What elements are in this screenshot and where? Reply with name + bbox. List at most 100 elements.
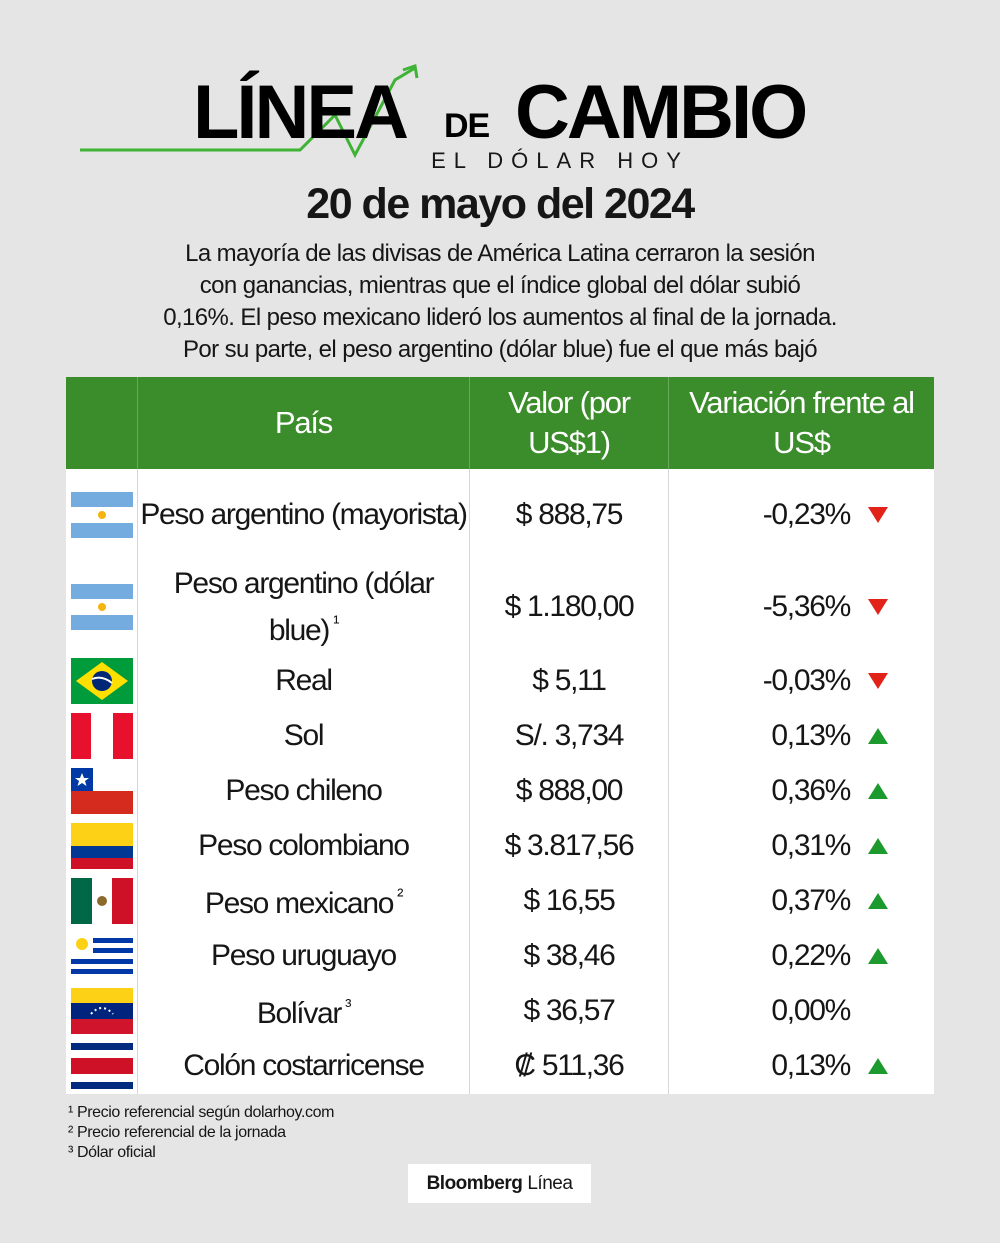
country-cell: Colón costarricense <box>137 1038 469 1094</box>
trend-arrow-up <box>868 727 888 744</box>
table-body: Peso argentino (mayorista) $ 888,75 -0,23%… <box>66 469 934 1094</box>
change-cell: 0,00% <box>668 983 934 1038</box>
value-cell: $ 36,57 <box>469 983 668 1038</box>
value-cell: S/. 3,734 <box>469 708 668 763</box>
logo: LÍNEA DE CAMBIO <box>80 64 808 159</box>
change-text: 0,22% <box>771 938 851 972</box>
table-row: Peso mexicano ² $ 16,55 0,37% <box>66 873 934 928</box>
change-cell: 0,13% <box>668 1038 934 1094</box>
country-cell: Peso colombiano <box>137 818 469 873</box>
change-text: -0,03% <box>762 663 852 697</box>
logo-tagline: EL DÓLAR HOY <box>431 148 689 173</box>
trend-triangle <box>868 672 888 689</box>
table-header: País Valor (por US$1) Variación frente a… <box>66 377 934 469</box>
country-name: Peso argentino (mayorista) <box>140 498 468 531</box>
footnote: ² Precio referencial de la jornada <box>68 1124 286 1141</box>
header-cell: País <box>137 377 469 469</box>
flag-cell <box>66 561 137 653</box>
value-cell: $ 16,55 <box>469 873 668 928</box>
logo-word: CAMBIO <box>515 70 805 155</box>
trend-triangle <box>868 1058 888 1074</box>
flag-cell <box>66 818 137 873</box>
brand: Bloomberg Línea <box>408 1164 591 1203</box>
value-cell: ₡ 511,36 <box>469 1038 668 1094</box>
country-name: Peso mexicano ² <box>204 886 404 920</box>
logo-word: DE <box>444 107 490 145</box>
flag-cell <box>66 469 137 561</box>
table: País Valor (por US$1) Variación frente a… <box>66 377 934 1094</box>
country-cell: Peso chileno <box>137 763 469 818</box>
flag-cell <box>66 873 137 928</box>
flag-argentina <box>70 584 133 630</box>
description-line: 0,16%. El peso mexicano lideró los aumen… <box>163 304 837 331</box>
trend-arrow-up <box>868 782 888 799</box>
value-cell: $ 3.817,56 <box>469 818 668 873</box>
country-name: Colón costarricense <box>183 1049 425 1082</box>
footnote-marker: ¹ <box>333 612 339 634</box>
change-cell: 0,31% <box>668 818 934 873</box>
trend-arrow-down <box>868 599 888 615</box>
country-cell: Peso argentino (mayorista) <box>137 469 469 561</box>
change-cell: 0,36% <box>668 763 934 818</box>
value-cell: $ 888,75 <box>469 469 668 561</box>
logo-arrow-line <box>80 66 416 159</box>
change-cell: -0,23% <box>668 469 934 561</box>
trend-arrow-up <box>868 947 888 964</box>
country-cell: Sol <box>137 708 469 763</box>
trend-arrow-down <box>868 507 888 523</box>
table-row: Peso argentino (dólar blue) ¹ $ 1.180,00 -5… <box>66 561 934 653</box>
flag-brazil <box>70 657 133 704</box>
flag-cell <box>66 708 137 763</box>
change-cell: 0,22% <box>668 928 934 983</box>
trend-triangle <box>868 947 888 964</box>
brand-accent: Línea <box>527 1172 573 1194</box>
trend-arrow-up <box>868 837 888 854</box>
change-cell: -0,03% <box>668 653 934 708</box>
flag-costa-rica <box>70 1043 133 1089</box>
trend-triangle <box>868 837 888 854</box>
flag-cell <box>66 928 137 983</box>
table-row: Peso uruguayo $ 38,46 0,22% <box>66 928 934 983</box>
change-text: 0,00% <box>771 993 851 1027</box>
logo-word: LÍNEA <box>193 70 407 155</box>
description-line: Por su parte, el peso argentino (dólar b… <box>182 336 818 363</box>
country-cell: Peso mexicano ² <box>137 873 469 928</box>
trend-triangle <box>868 892 888 909</box>
flag-uruguay <box>70 932 133 979</box>
flag-cell <box>66 983 137 1038</box>
table-row: Colón costarricense ₡ 511,36 0,13% <box>66 1038 934 1094</box>
flag-venezuela <box>70 987 133 1034</box>
change-text: 0,13% <box>771 1049 851 1082</box>
value-cell: $ 5,11 <box>469 653 668 708</box>
description-line: con ganancias, mientras que el índice gl… <box>199 272 801 299</box>
footnote-marker: ³ <box>345 996 351 1017</box>
date-title: 20 de mayo del 2024 <box>306 180 695 228</box>
change-text: -0,23% <box>762 498 852 531</box>
country-cell: Real <box>137 653 469 708</box>
change-cell: -5,36% <box>668 561 934 653</box>
header-cell: Variación frente al US$ <box>668 377 934 469</box>
brand-name: Bloomberg <box>426 1172 523 1194</box>
country-name: Peso chileno <box>225 773 382 807</box>
table-row: Peso argentino (mayorista) $ 888,75 -0,23% <box>66 469 934 561</box>
trend-arrow-up <box>868 1058 888 1074</box>
description: La mayoría de las divisas de América Lat… <box>0 238 1000 366</box>
table-row: Peso chileno $ 888,00 0,36% <box>66 763 934 818</box>
country-name: Sol <box>283 718 325 752</box>
logo-arrow-head <box>402 64 419 79</box>
footnotes: ¹ Precio referencial según dolarhoy.com … <box>68 1103 334 1163</box>
country-cell: Peso uruguayo <box>137 928 469 983</box>
trend-triangle <box>868 782 888 799</box>
change-cell: 0,37% <box>668 873 934 928</box>
value-cell: $ 1.180,00 <box>469 561 668 653</box>
trend-triangle <box>868 727 888 744</box>
flag-chile <box>70 767 133 814</box>
flag-colombia <box>70 822 133 869</box>
country-name: Real <box>275 663 333 697</box>
flag-cell <box>66 1038 137 1094</box>
table-row: Peso colombiano $ 3.817,56 0,31% <box>66 818 934 873</box>
header-cell: Valor (por US$1) <box>469 377 668 469</box>
trend-arrow-down <box>868 672 888 689</box>
change-text: 0,36% <box>771 773 851 807</box>
footnote: ¹ Precio referencial según dolarhoy.com <box>68 1104 335 1121</box>
